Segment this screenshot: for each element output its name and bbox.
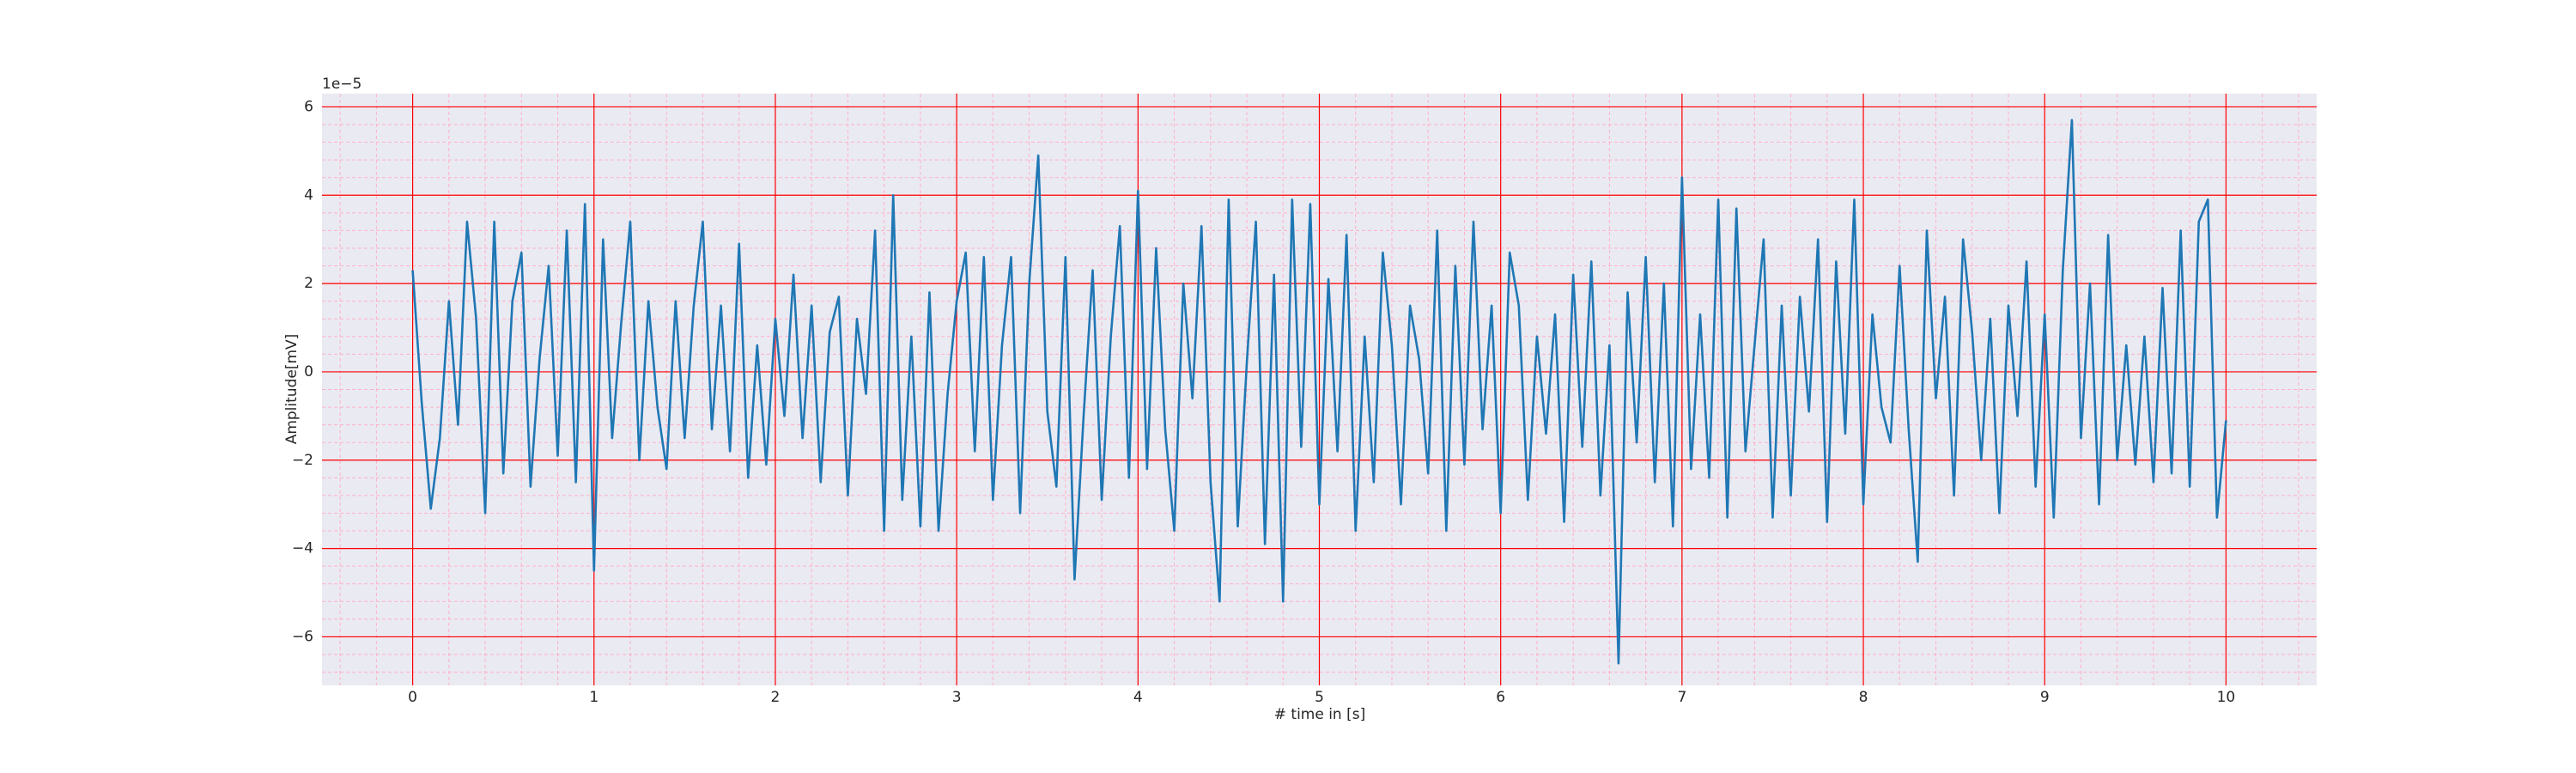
y-tick-label: 4 bbox=[304, 186, 313, 204]
y-tick-label: −2 bbox=[292, 452, 313, 469]
x-tick-label: 8 bbox=[1859, 689, 1868, 706]
x-tick-label: 4 bbox=[1133, 689, 1143, 706]
x-tick-label: 3 bbox=[952, 689, 962, 706]
x-axis-label: # time in [s] bbox=[1274, 706, 1365, 723]
y-tick-label: 6 bbox=[304, 98, 313, 115]
x-tick-label: 6 bbox=[1496, 689, 1505, 706]
y-tick-label: −4 bbox=[292, 540, 313, 557]
x-tick-label: 7 bbox=[1677, 689, 1686, 706]
x-tick-label: 2 bbox=[771, 689, 781, 706]
x-tick-label: 10 bbox=[2217, 689, 2236, 706]
x-tick-label: 5 bbox=[1315, 689, 1324, 706]
y-tick-label: 0 bbox=[304, 363, 313, 380]
y-axis-label: Amplitude[mV] bbox=[283, 334, 301, 445]
x-tick-label: 1 bbox=[589, 689, 598, 706]
y-offset-label: 1e−5 bbox=[322, 76, 361, 93]
y-tick-label: −6 bbox=[292, 628, 313, 645]
x-tick-label: 0 bbox=[408, 689, 417, 706]
y-tick-label: 2 bbox=[304, 275, 313, 292]
x-tick-label: 9 bbox=[2040, 689, 2050, 706]
signal-line bbox=[411, 119, 2227, 665]
